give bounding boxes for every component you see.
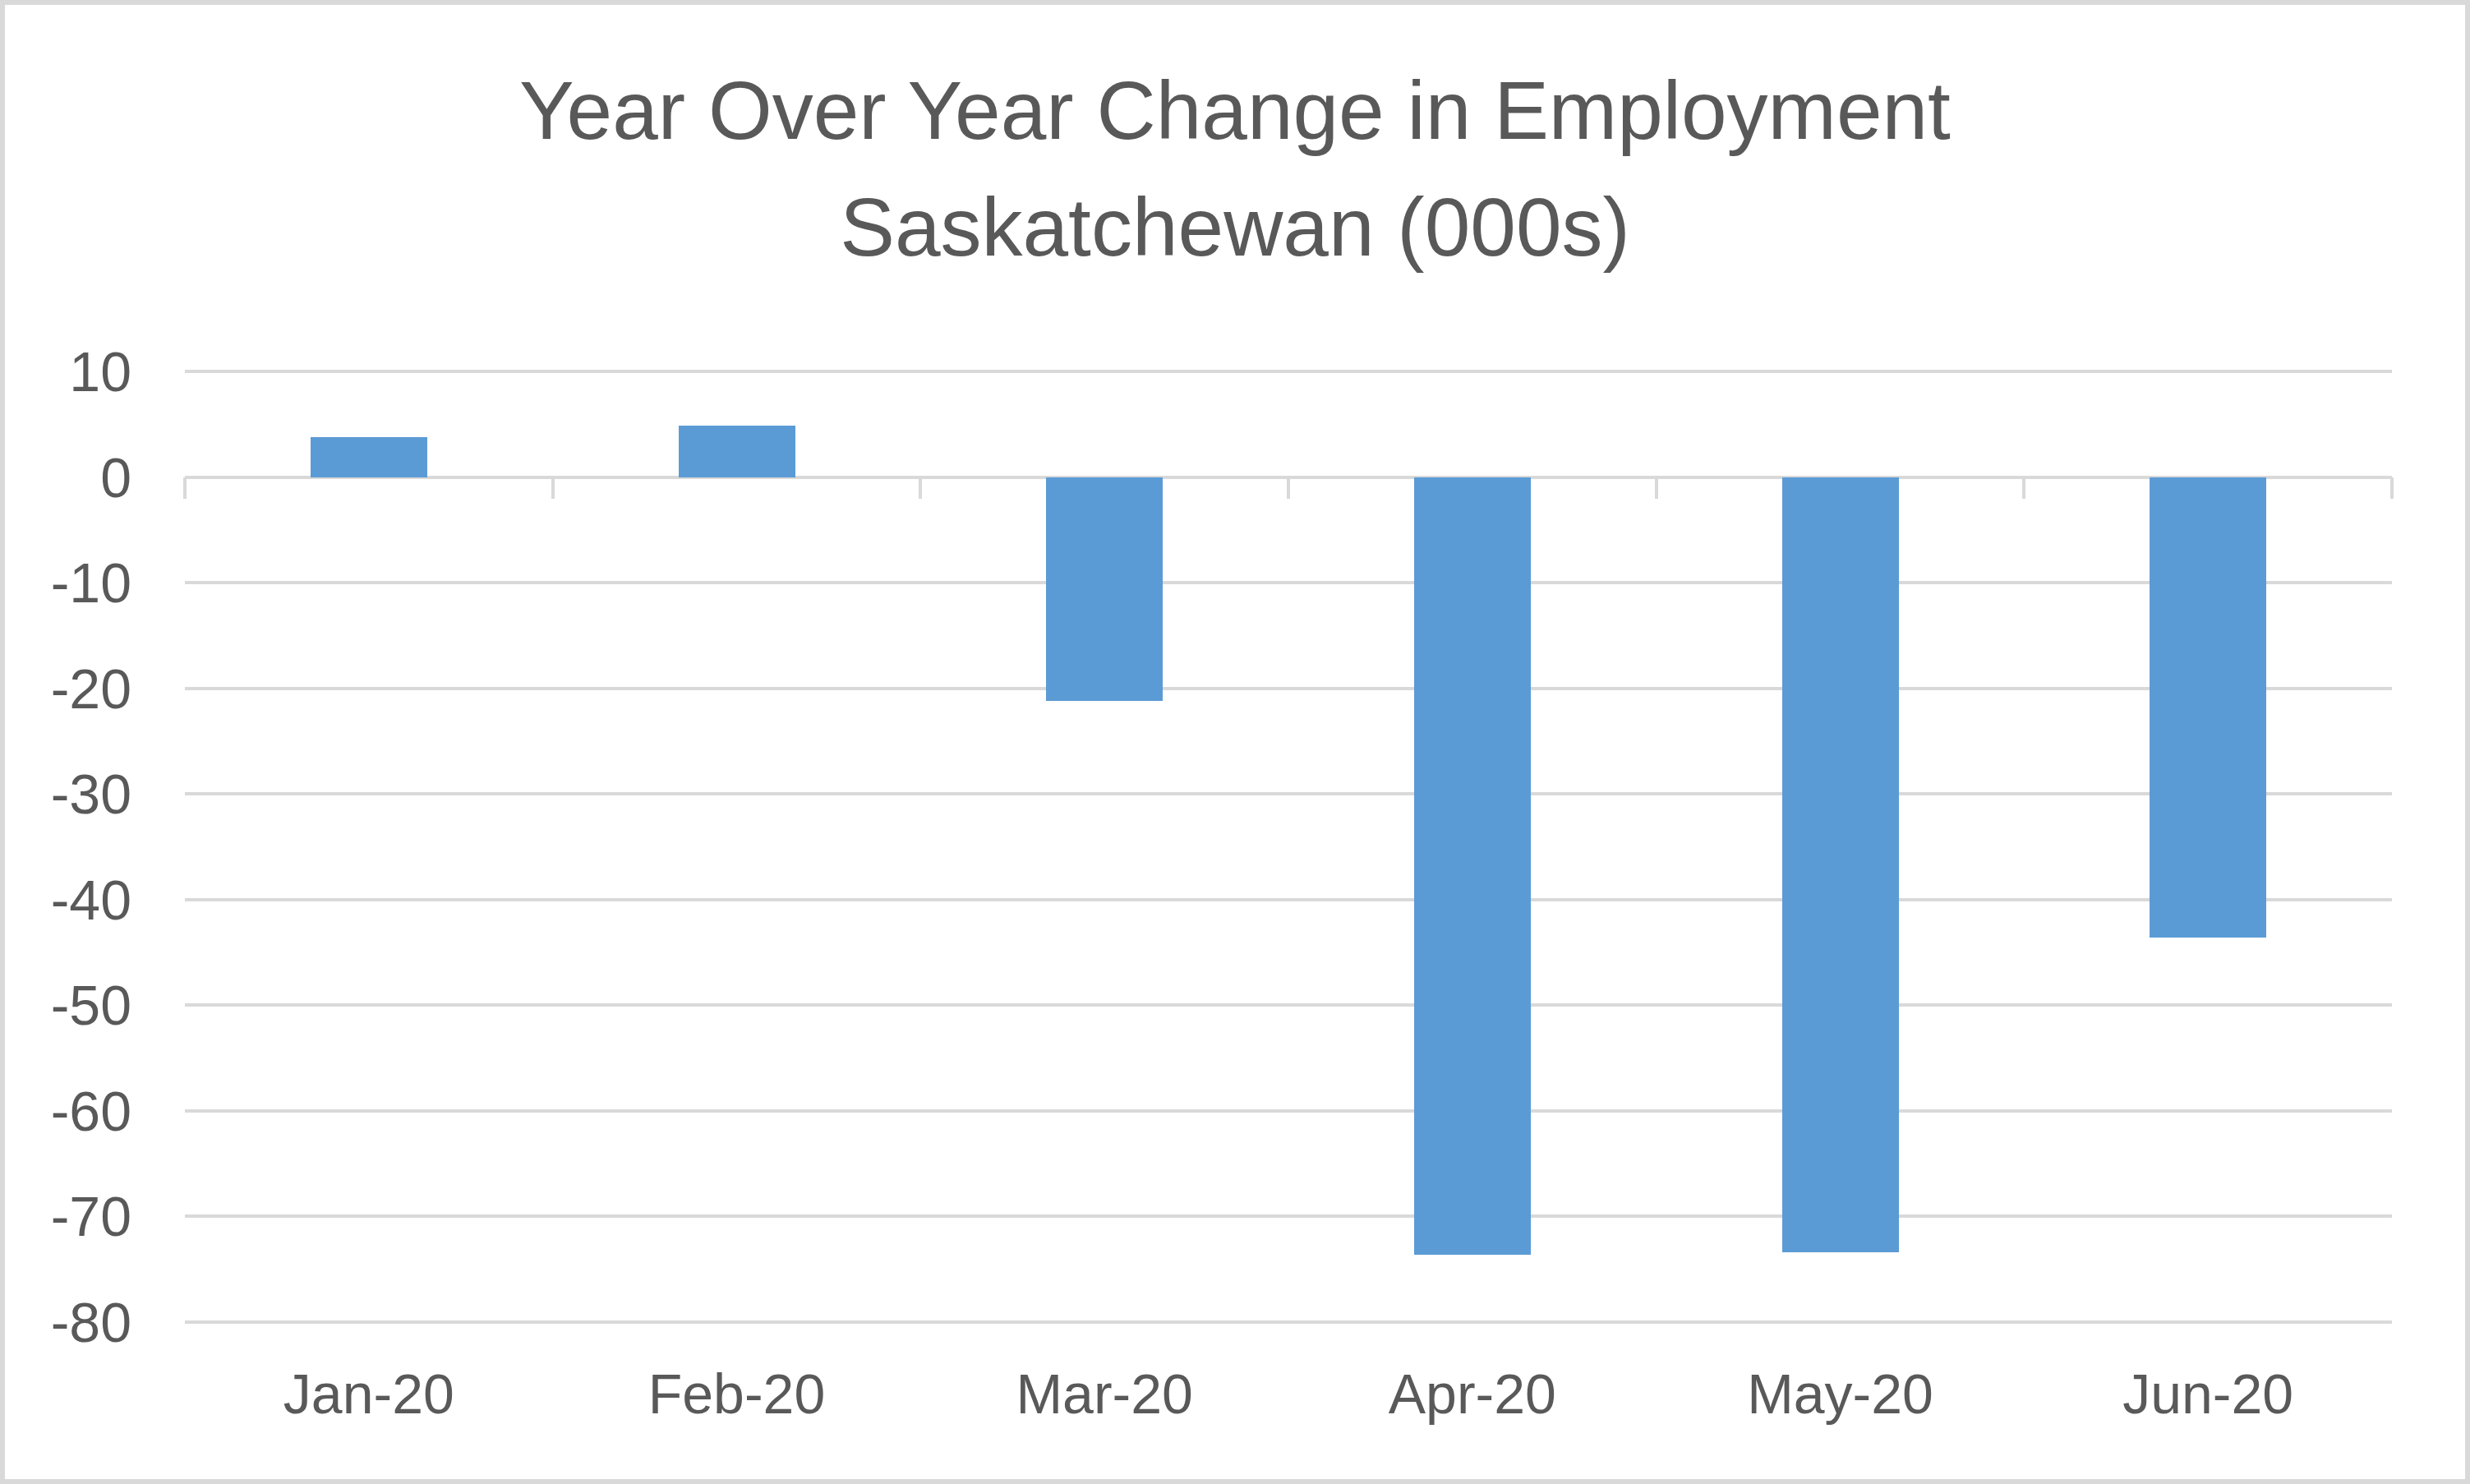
y-tick-label: -10	[0, 555, 131, 611]
axis-tick-mark	[1655, 477, 1658, 499]
x-tick-label: Jun-20	[2002, 1366, 2413, 1422]
gridline	[185, 370, 2392, 373]
y-tick-label: -40	[0, 872, 131, 928]
bar-mar-20	[1046, 477, 1163, 702]
axis-tick-mark	[1287, 477, 1290, 499]
gridline	[185, 581, 2392, 584]
gridline	[185, 1003, 2392, 1007]
axis-tick-mark	[551, 477, 555, 499]
chart-title-line-2: Saskatchewan (000s)	[0, 168, 2470, 285]
y-tick-label: 0	[0, 449, 131, 505]
gridline	[185, 792, 2392, 795]
y-tick-label: -30	[0, 766, 131, 822]
x-tick-label: Apr-20	[1267, 1366, 1678, 1422]
chart-canvas: Year Over Year Change in Employment Sask…	[0, 0, 2470, 1484]
y-tick-label: -50	[0, 977, 131, 1033]
bar-jan-20	[311, 437, 427, 477]
bar-may-20	[1782, 477, 1899, 1253]
bar-jun-20	[2150, 477, 2266, 938]
y-tick-label: -80	[0, 1294, 131, 1350]
gridline	[185, 898, 2392, 901]
gridline	[185, 1109, 2392, 1113]
y-tick-label: -60	[0, 1083, 131, 1139]
axis-tick-mark	[2390, 477, 2394, 499]
y-tick-label: -20	[0, 661, 131, 717]
gridline	[185, 1320, 2392, 1324]
chart-title-line-1: Year Over Year Change in Employment	[0, 52, 2470, 168]
y-tick-label: 10	[0, 343, 131, 399]
axis-tick-mark	[2022, 477, 2025, 499]
x-tick-label: Feb-20	[532, 1366, 942, 1422]
axis-tick-mark	[919, 477, 922, 499]
x-tick-label: Mar-20	[899, 1366, 1310, 1422]
x-tick-label: Jan-20	[164, 1366, 574, 1422]
bar-feb-20	[679, 426, 795, 477]
gridline	[185, 687, 2392, 690]
y-tick-label: -70	[0, 1188, 131, 1244]
x-tick-label: May-20	[1635, 1366, 2046, 1422]
bar-apr-20	[1414, 477, 1531, 1255]
axis-tick-mark	[183, 477, 187, 499]
chart-title: Year Over Year Change in Employment Sask…	[0, 52, 2470, 285]
gridline	[185, 1214, 2392, 1218]
plot-area	[185, 371, 2392, 1322]
